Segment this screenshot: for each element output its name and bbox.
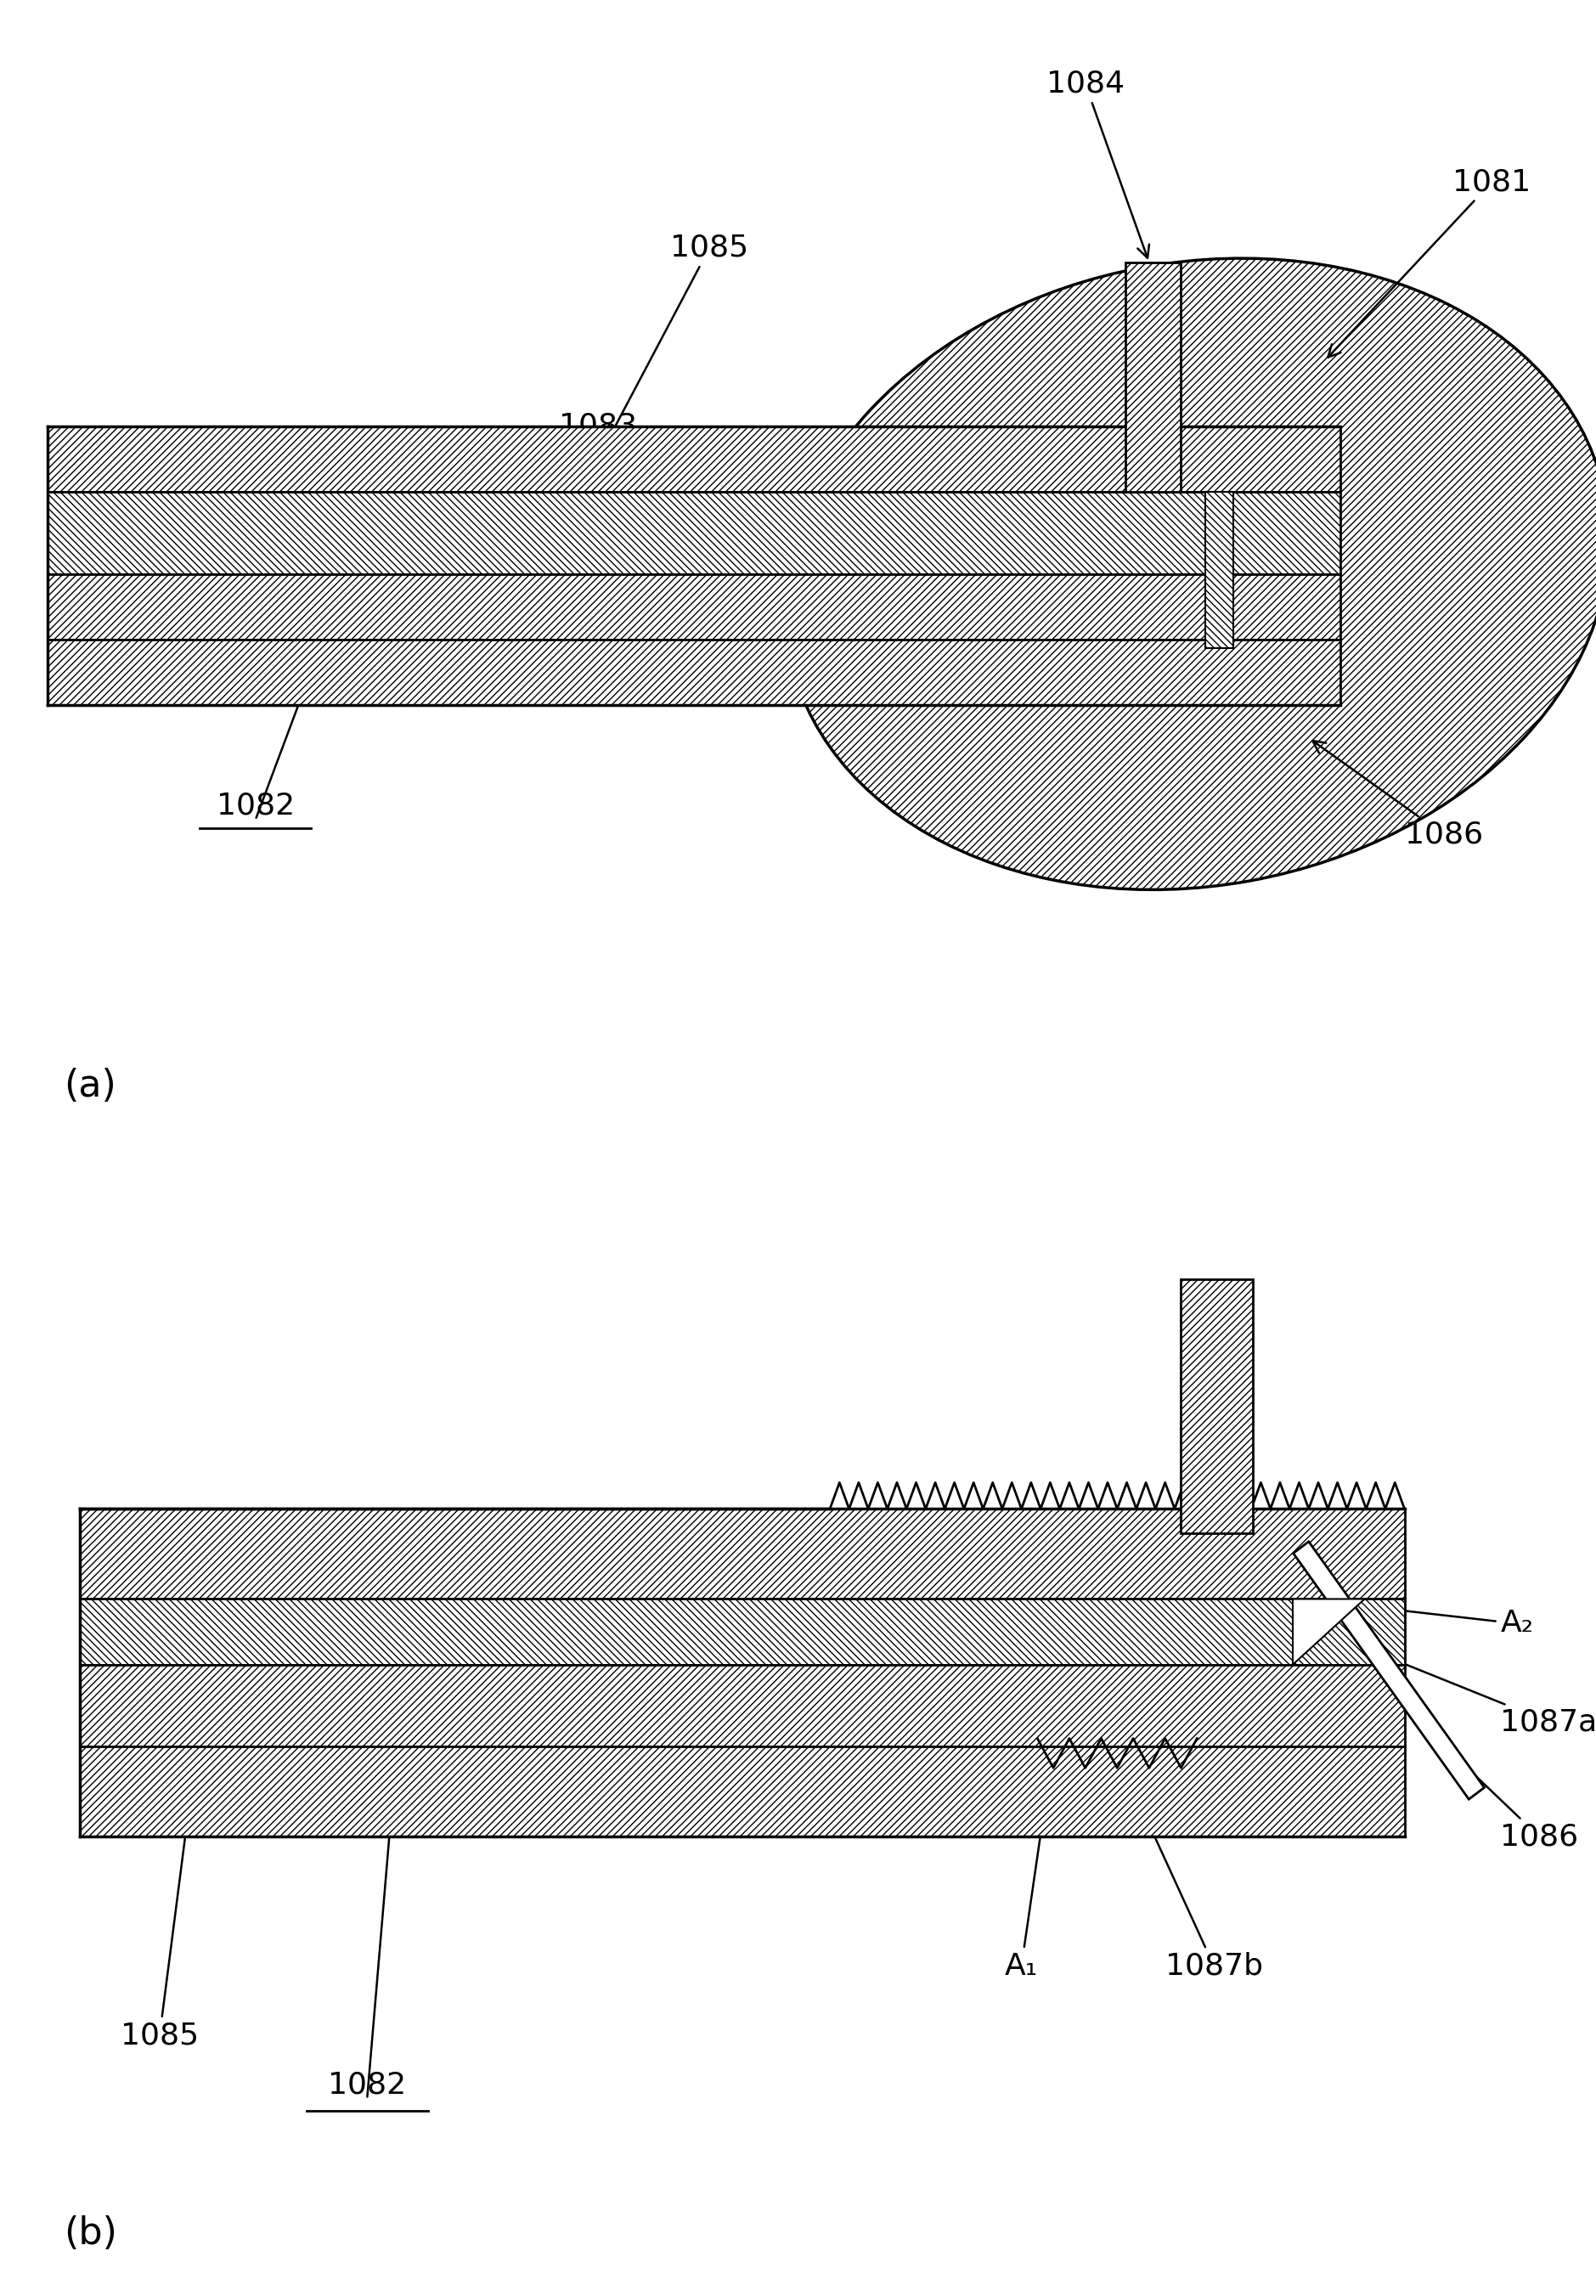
Text: 1087b: 1087b — [1119, 1759, 1262, 1981]
Text: A₁: A₁ — [1005, 1752, 1057, 1981]
Bar — [1205, 491, 1234, 647]
Text: 1085: 1085 — [120, 1793, 200, 2050]
Text: 1084: 1084 — [1045, 69, 1149, 257]
Bar — [48, 641, 1341, 705]
Bar — [48, 427, 1341, 491]
Bar — [80, 1747, 1404, 1837]
Bar — [1125, 262, 1181, 491]
Bar — [80, 1508, 1404, 1598]
Ellipse shape — [785, 259, 1596, 889]
Polygon shape — [1293, 1598, 1365, 1665]
Bar — [80, 1598, 1404, 1665]
Text: (a): (a) — [64, 1068, 117, 1104]
Text: (b): (b) — [64, 2216, 117, 2252]
Text: 1082: 1082 — [327, 2071, 407, 2099]
Text: 1086: 1086 — [1440, 1743, 1578, 1851]
Bar — [48, 491, 1341, 574]
Bar — [80, 1598, 1404, 1665]
Bar — [48, 574, 1341, 641]
Text: 1087a: 1087a — [1329, 1632, 1596, 1736]
Text: 1082: 1082 — [215, 792, 295, 820]
Bar — [48, 641, 1341, 705]
Bar — [80, 1747, 1404, 1837]
Bar — [80, 1508, 1404, 1598]
Bar — [1181, 1279, 1253, 1534]
Text: 1083: 1083 — [484, 411, 637, 489]
Bar — [48, 491, 1341, 574]
Polygon shape — [1293, 1541, 1484, 1800]
Bar — [80, 1665, 1404, 1747]
Text: 1086: 1086 — [1312, 742, 1483, 850]
Bar — [48, 427, 1341, 491]
Bar — [1205, 491, 1234, 647]
Bar — [48, 574, 1341, 641]
Text: 1081: 1081 — [1328, 168, 1531, 358]
Bar — [80, 1665, 1404, 1747]
Text: 1085: 1085 — [608, 234, 749, 439]
Text: A₂: A₂ — [1306, 1596, 1534, 1637]
Bar — [1181, 1279, 1253, 1534]
Bar — [1125, 262, 1181, 491]
